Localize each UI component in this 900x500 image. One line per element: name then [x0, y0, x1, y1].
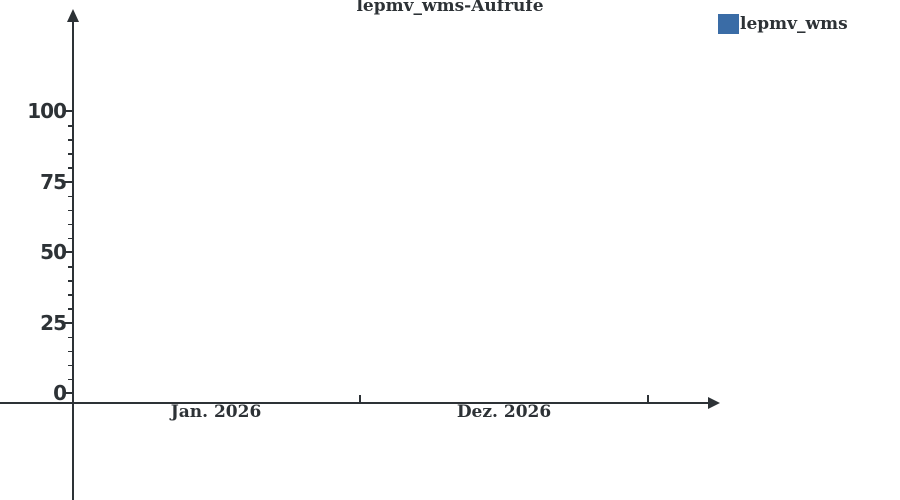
legend: lepmv_wms — [718, 14, 848, 34]
chart-title: lepmv_wms-Aufrufe — [356, 0, 544, 16]
y-axis-line — [72, 20, 74, 500]
y-minor-tick — [68, 336, 72, 339]
y-major-tick — [65, 180, 72, 183]
y-minor-tick — [68, 167, 72, 169]
y-major-tick — [65, 392, 72, 394]
y-minor-tick — [68, 139, 72, 141]
y-axis-arrow-icon — [67, 9, 79, 22]
y-tick-label: 25 — [40, 310, 67, 335]
y-major-tick — [65, 321, 72, 324]
x-axis-line — [0, 402, 710, 404]
y-major-tick — [65, 110, 72, 112]
y-tick-label: 50 — [40, 240, 67, 264]
y-major-tick — [65, 251, 72, 253]
y-minor-tick — [68, 237, 72, 240]
y-minor-tick — [68, 350, 72, 353]
y-tick-label: 100 — [27, 99, 67, 123]
legend-swatch-icon — [718, 14, 739, 34]
x-tick-label: Dez. 2026 — [456, 402, 552, 422]
y-tick-label: 75 — [40, 169, 67, 194]
y-minor-tick — [68, 378, 72, 381]
y-minor-tick — [68, 125, 72, 127]
x-axis-arrow-icon — [708, 397, 720, 409]
y-minor-tick — [68, 308, 72, 310]
y-minor-tick — [68, 223, 72, 226]
y-minor-tick — [68, 364, 72, 367]
y-minor-tick — [68, 266, 72, 268]
y-minor-tick — [68, 209, 72, 212]
y-minor-tick — [68, 280, 72, 282]
legend-label: lepmv_wms — [740, 14, 848, 34]
x-tick — [647, 395, 649, 404]
y-minor-tick — [68, 153, 72, 155]
y-minor-tick — [68, 294, 72, 296]
x-tick-label: Jan. 2026 — [170, 402, 262, 422]
y-tick-label: 0 — [53, 381, 67, 405]
x-tick — [359, 395, 361, 404]
y-minor-tick — [68, 195, 72, 198]
